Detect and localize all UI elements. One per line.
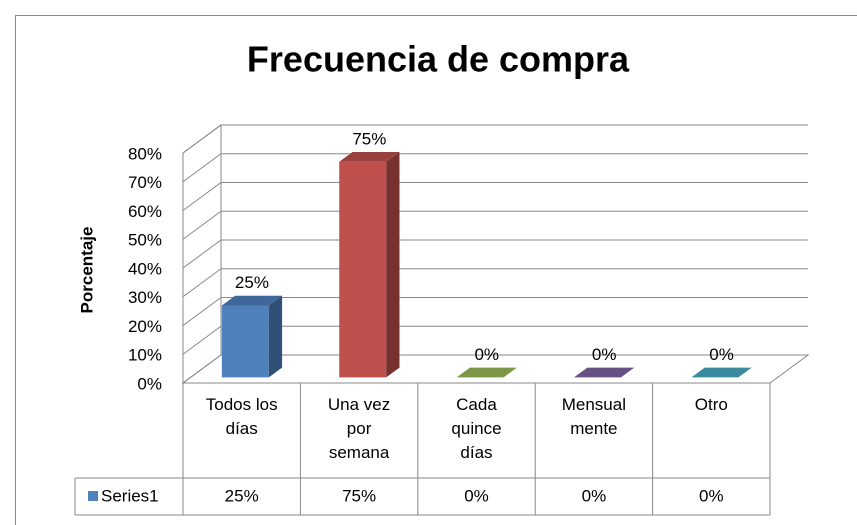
data-label: 0%: [474, 345, 499, 364]
bar-front: [339, 161, 387, 378]
bar-top: [221, 295, 283, 306]
grid-line: [182, 297, 808, 326]
bar-top: [691, 367, 752, 378]
legend-label: Series1: [101, 486, 159, 505]
bar-side: [386, 151, 400, 378]
y-tick-label: 20%: [128, 317, 162, 336]
y-tick-label: 80%: [128, 144, 162, 163]
y-axis-label: Porcentaje: [77, 227, 96, 314]
bar: [339, 151, 400, 378]
category-cell: Una vez por semana: [327, 395, 391, 462]
table-value: 0%: [699, 486, 724, 505]
category-label: Cada quince días: [451, 395, 502, 462]
category-cell: Cada quince días: [451, 395, 502, 462]
grid-line: [182, 268, 808, 298]
data-label: 25%: [235, 273, 269, 292]
y-tick-label: 40%: [128, 259, 162, 278]
table-value: 25%: [225, 486, 259, 505]
category-label: Una vez por semana: [327, 395, 391, 462]
y-tick-label: 60%: [128, 202, 162, 221]
table-value: 0%: [582, 486, 607, 505]
category-cell: Mensual mente: [561, 395, 626, 438]
bar-top: [339, 151, 400, 162]
grid-line: [182, 124, 808, 154]
data-label: 0%: [709, 345, 734, 364]
category-cell: Todos los días: [205, 395, 278, 438]
bar-top: [574, 367, 635, 378]
grid-line: [182, 153, 808, 183]
table-value: 0%: [464, 486, 489, 505]
category-label: Otro: [694, 395, 728, 414]
y-tick-label: 50%: [128, 231, 162, 250]
y-tick-label: 30%: [128, 288, 162, 307]
grid-line: [182, 354, 808, 384]
bar: [456, 367, 517, 378]
chart-border: [15, 15, 857, 525]
category-label: Mensual mente: [561, 395, 626, 438]
category-cell: Otro: [694, 395, 728, 414]
bar: [574, 367, 635, 378]
y-tick-label: 10%: [128, 346, 162, 365]
bar: [221, 295, 283, 378]
bar-side: [268, 295, 283, 378]
category-label: Todos los días: [205, 395, 278, 438]
data-label: 0%: [592, 345, 617, 364]
grid-line: [182, 182, 808, 211]
y-tick-label: 0%: [137, 374, 162, 393]
grid-line: [182, 325, 808, 355]
data-label: 75%: [352, 129, 386, 148]
legend-swatch: [88, 491, 98, 501]
grid-line: [182, 239, 808, 269]
bar: [691, 367, 752, 378]
bar-top: [456, 367, 517, 378]
bar-front: [221, 305, 269, 378]
grid-line: [182, 210, 808, 240]
y-tick-label: 70%: [128, 173, 162, 192]
table-value: 75%: [342, 486, 376, 505]
chart-title: Frecuencia de compra: [247, 39, 630, 80]
